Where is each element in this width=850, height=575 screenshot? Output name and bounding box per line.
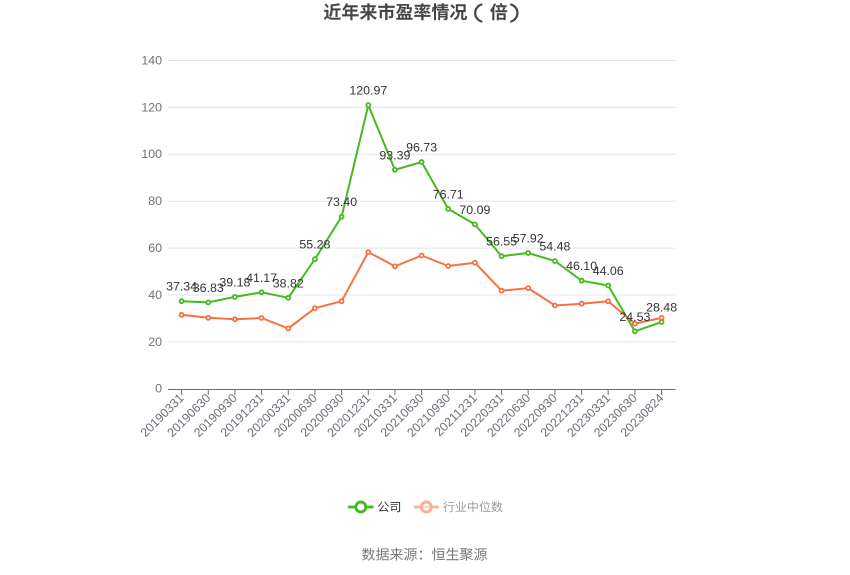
svg-text:60: 60 (148, 241, 162, 255)
svg-text:54.48: 54.48 (539, 240, 570, 254)
svg-text:55.28: 55.28 (299, 238, 330, 252)
svg-text:70.09: 70.09 (459, 203, 490, 217)
svg-text:93.39: 93.39 (379, 148, 410, 162)
svg-text:44.06: 44.06 (593, 264, 624, 278)
svg-text:41.17: 41.17 (246, 271, 277, 285)
svg-text:120.97: 120.97 (349, 84, 387, 98)
svg-text:40: 40 (148, 288, 162, 302)
svg-text:56.55: 56.55 (486, 235, 517, 249)
svg-text:100: 100 (141, 147, 162, 161)
svg-text:120: 120 (141, 100, 162, 114)
svg-text:57.92: 57.92 (513, 232, 544, 246)
svg-text:37.34: 37.34 (166, 280, 197, 294)
svg-text:46.10: 46.10 (566, 259, 597, 273)
svg-text:39.18: 39.18 (219, 275, 250, 289)
svg-text:96.73: 96.73 (406, 141, 437, 155)
svg-text:140: 140 (141, 53, 162, 67)
svg-text:20: 20 (148, 335, 162, 349)
svg-text:73.40: 73.40 (326, 195, 357, 209)
svg-text:38.82: 38.82 (273, 276, 304, 290)
svg-text:0: 0 (155, 382, 162, 396)
svg-text:28.48: 28.48 (646, 301, 677, 315)
svg-text:24.53: 24.53 (619, 310, 650, 324)
svg-text:80: 80 (148, 194, 162, 208)
svg-text:36.83: 36.83 (193, 281, 224, 295)
svg-text:76.71: 76.71 (433, 187, 464, 201)
